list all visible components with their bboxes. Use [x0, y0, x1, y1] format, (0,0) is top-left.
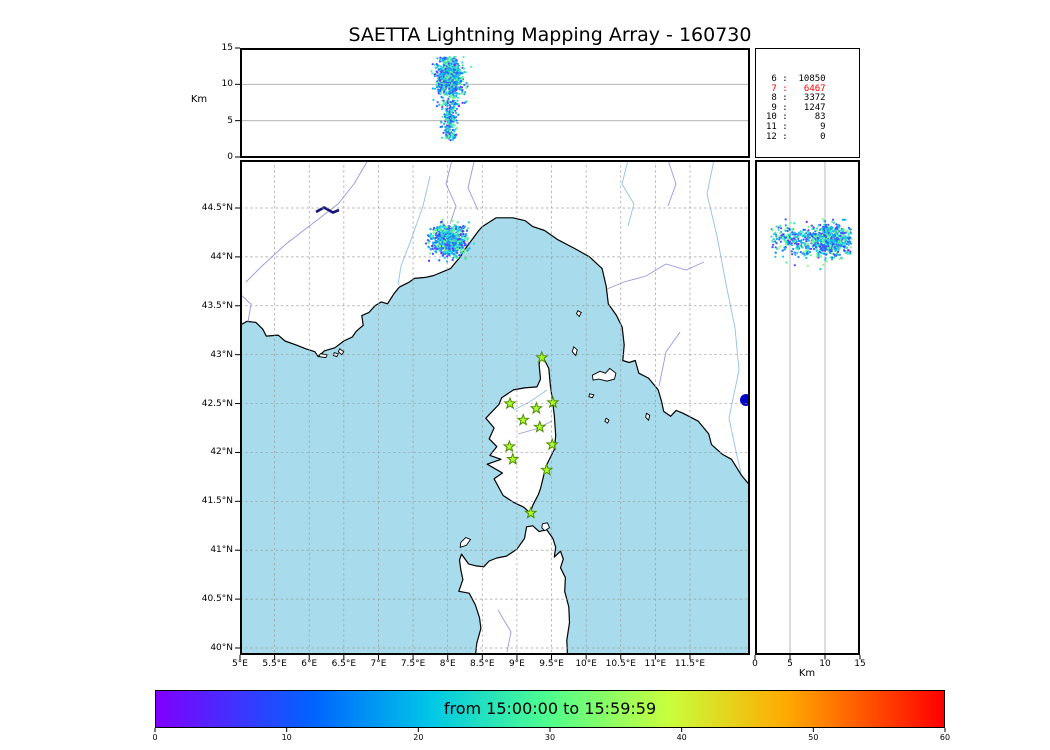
- right-panel-x-axis-label: Km: [798, 668, 816, 679]
- tick-label: 10: [819, 659, 831, 669]
- station-count-row: 10 : 83: [766, 112, 826, 123]
- station-count-row: 6 : 10850: [766, 74, 826, 84]
- colorbar-label: from 15:00:00 to 15:59:59: [443, 699, 657, 718]
- river: [240, 293, 252, 323]
- lightning-sources-altitude-longitude: [430, 55, 473, 142]
- station-count-row: 9 : 1247: [766, 102, 826, 113]
- station-count-row: 7 : 6467: [766, 83, 826, 94]
- river: [467, 161, 479, 211]
- river: [513, 389, 548, 411]
- river: [497, 609, 512, 653]
- tick-label: 9.5°E: [539, 659, 564, 669]
- tick-label: 40: [676, 733, 687, 742]
- station-count-row: 11 : 9: [766, 121, 826, 132]
- tick-label: 0: [227, 152, 233, 162]
- tick-label: 9°E: [508, 659, 525, 669]
- tick-label: 7°E: [370, 659, 387, 669]
- island: [571, 346, 578, 357]
- island: [604, 417, 610, 424]
- tick-label: 7.5°E: [400, 659, 426, 669]
- tick-label: 11°E: [644, 659, 667, 669]
- tick-label: 60: [939, 733, 951, 742]
- tick-label: 44.5°N: [201, 202, 233, 213]
- island: [318, 353, 328, 359]
- tick-label: 42.5°N: [201, 398, 233, 409]
- island: [541, 522, 551, 532]
- tick-label: 11.5°E: [674, 659, 706, 669]
- tick-label: 44°N: [210, 251, 233, 262]
- island: [645, 412, 651, 422]
- tick-label: 42°N: [210, 447, 233, 458]
- tick-label: 0: [752, 659, 758, 669]
- river: [658, 331, 681, 387]
- river: [445, 160, 457, 225]
- river: [667, 160, 677, 207]
- tick-label: 20: [413, 733, 424, 742]
- river: [245, 160, 369, 283]
- top-panel-y-axis-label: Km: [190, 94, 208, 105]
- tick-label: 8.5°E: [470, 659, 495, 669]
- tick-label: 40.5°N: [201, 594, 233, 605]
- island: [591, 367, 617, 382]
- tick-label: 43.5°N: [201, 300, 233, 311]
- tick-label: 15: [854, 659, 866, 669]
- tick-label: 8°E: [439, 659, 456, 669]
- altitude-latitude-panel: [755, 160, 860, 655]
- altitude-longitude-panel: [240, 48, 750, 158]
- tick-label: 41°N: [210, 545, 233, 556]
- tick-label: 5.5°E: [262, 659, 287, 669]
- tick-label: 10: [221, 79, 233, 90]
- tick-label: 5: [787, 659, 793, 669]
- tick-label: 15: [221, 42, 233, 53]
- lightning-sources-map: [424, 218, 476, 263]
- tick-label: 10.5°E: [605, 659, 636, 669]
- station-star-markers: [502, 350, 560, 519]
- tick-label: 41.5°N: [201, 496, 233, 507]
- river: [606, 261, 705, 290]
- island: [459, 536, 472, 548]
- island: [588, 393, 595, 399]
- river: [397, 175, 431, 286]
- river: [621, 160, 635, 227]
- time-colorbar: from 15:00:00 to 15:59:59: [155, 690, 945, 728]
- island: [575, 310, 582, 318]
- tick-label: 6.5°E: [331, 659, 357, 669]
- island: [337, 348, 345, 356]
- tick-label: 5: [227, 115, 233, 126]
- tick-label: 50: [808, 733, 819, 742]
- tick-label: 10: [281, 733, 292, 742]
- mainland-coast: [240, 160, 750, 487]
- alpine-lake: [315, 206, 340, 214]
- tick-label: 10°E: [575, 659, 597, 669]
- tick-label: 6°E: [301, 659, 318, 669]
- sardinia: [458, 525, 571, 655]
- station-count-panel: 6 : 10850 7 : 6467 8 : 3372 9 : 1247 10 :…: [755, 48, 860, 158]
- tick-label: 43°N: [210, 349, 233, 360]
- figure-title: SAETTA Lightning Mapping Array - 160730: [348, 24, 752, 46]
- tick-label: 40°N: [210, 643, 233, 653]
- river: [517, 420, 553, 435]
- map-panel: [240, 160, 750, 655]
- tick-label: 0: [152, 733, 158, 742]
- station-count-row: 8 : 3372: [766, 93, 826, 104]
- lightning-sources-altitude-latitude: [770, 218, 853, 271]
- lake-dot: [740, 394, 750, 406]
- tick-label: 5°E: [232, 659, 248, 669]
- tick-label: 30: [544, 733, 556, 742]
- station-count-row: 12 : 0: [766, 131, 826, 142]
